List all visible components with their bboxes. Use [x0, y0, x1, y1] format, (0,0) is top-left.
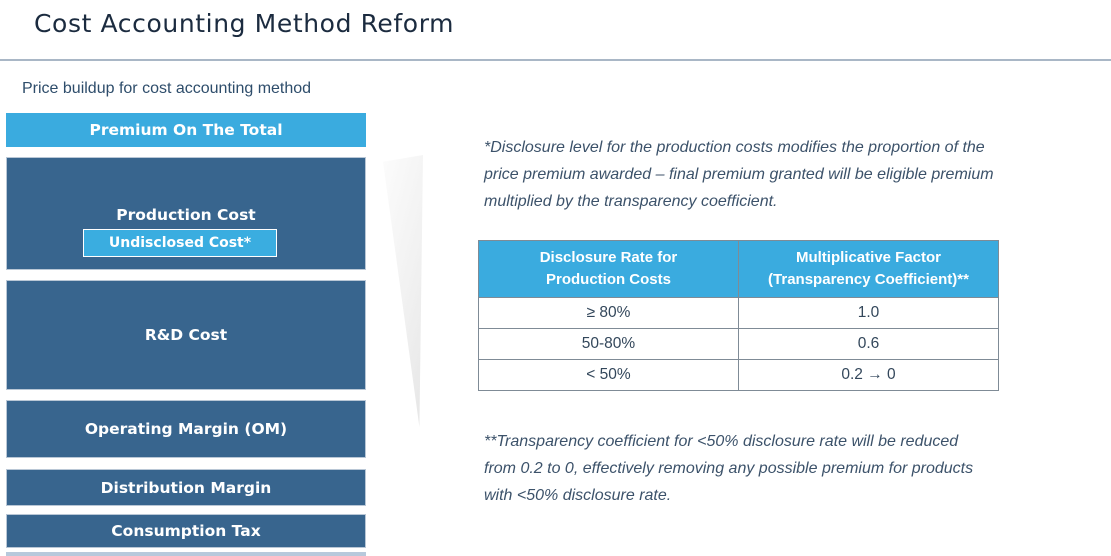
- page-title: Cost Accounting Method Reform: [34, 9, 455, 38]
- table-row: < 50% 0.2 → 0: [478, 359, 999, 391]
- table-header-disclosure-rate: Disclosure Rate for Production Costs: [478, 240, 739, 298]
- funnel-wedge-shape: [383, 155, 423, 427]
- table-header-row: Disclosure Rate for Production Costs Mul…: [478, 240, 999, 298]
- stack-item-label: R&D Cost: [144, 326, 228, 344]
- footnote-transparency-coefficient: **Transparency coefficient for <50% disc…: [484, 433, 974, 504]
- undisclosed-cost-box: Undisclosed Cost*: [83, 229, 277, 257]
- section-subtitle: Price buildup for cost accounting method: [22, 80, 312, 97]
- stack-item-label: Operating Margin (OM): [84, 420, 288, 438]
- title-divider: [0, 59, 1111, 61]
- table-cell-factor: 0.6: [738, 328, 999, 360]
- stack-item-label: Premium On The Total: [89, 121, 283, 139]
- undisclosed-cost-label: Undisclosed Cost*: [108, 235, 252, 251]
- stack-item-label: Distribution Margin: [100, 478, 272, 497]
- stack-item-label: Production Cost: [116, 206, 256, 224]
- stack-item-production-cost: Production Cost Undisclosed Cost*: [6, 157, 366, 270]
- stack-item-label: Consumption Tax: [111, 522, 261, 540]
- stack-item-consumption-tax: Consumption Tax: [6, 514, 366, 548]
- table-cell-rate: 50-80%: [478, 328, 739, 360]
- table-row: ≥ 80% 1.0: [478, 297, 999, 329]
- price-buildup-stack: Premium On The Total Production Cost Und…: [6, 0, 366, 556]
- stack-item-operating-margin: Operating Margin (OM): [6, 400, 366, 458]
- table-cell-rate: < 50%: [478, 359, 739, 391]
- stack-item-distribution-margin: Distribution Margin: [6, 469, 366, 506]
- table-header-multiplicative-factor: Multiplicative Factor (Transparency Coef…: [738, 240, 999, 298]
- table-cell-rate: ≥ 80%: [478, 297, 739, 329]
- stack-item-rd-cost: R&D Cost: [6, 280, 366, 390]
- footnote-disclosure-level: *Disclosure level for the production cos…: [484, 139, 994, 210]
- table-row: 50-80% 0.6: [478, 328, 999, 360]
- transparency-coefficient-table: Disclosure Rate for Production Costs Mul…: [478, 240, 999, 391]
- stack-item-premium: Premium On The Total: [6, 113, 366, 147]
- table-cell-factor: 1.0: [738, 297, 999, 329]
- table-cell-factor: 0.2 → 0: [738, 359, 999, 391]
- stack-item-cutoff-sliver: [6, 552, 366, 556]
